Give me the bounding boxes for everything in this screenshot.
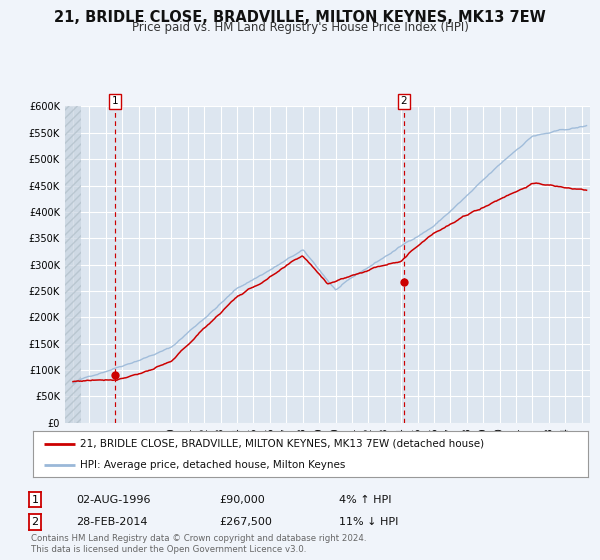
Bar [65, 106, 81, 423]
Text: HPI: Average price, detached house, Milton Keynes: HPI: Average price, detached house, Milt… [80, 460, 346, 470]
Text: 1: 1 [31, 494, 38, 505]
Text: £90,000: £90,000 [219, 494, 265, 505]
Text: 2: 2 [31, 517, 38, 527]
Text: 2: 2 [400, 96, 407, 106]
Text: 4% ↑ HPI: 4% ↑ HPI [339, 494, 391, 505]
Text: 02-AUG-1996: 02-AUG-1996 [76, 494, 151, 505]
Text: £267,500: £267,500 [219, 517, 272, 527]
Text: 21, BRIDLE CLOSE, BRADVILLE, MILTON KEYNES, MK13 7EW: 21, BRIDLE CLOSE, BRADVILLE, MILTON KEYN… [54, 10, 546, 25]
Text: Contains HM Land Registry data © Crown copyright and database right 2024.
This d: Contains HM Land Registry data © Crown c… [31, 534, 367, 554]
Text: Price paid vs. HM Land Registry's House Price Index (HPI): Price paid vs. HM Land Registry's House … [131, 21, 469, 34]
Text: 28-FEB-2014: 28-FEB-2014 [76, 517, 148, 527]
Text: 1: 1 [112, 96, 119, 106]
Text: 21, BRIDLE CLOSE, BRADVILLE, MILTON KEYNES, MK13 7EW (detached house): 21, BRIDLE CLOSE, BRADVILLE, MILTON KEYN… [80, 438, 484, 449]
Text: 11% ↓ HPI: 11% ↓ HPI [339, 517, 398, 527]
